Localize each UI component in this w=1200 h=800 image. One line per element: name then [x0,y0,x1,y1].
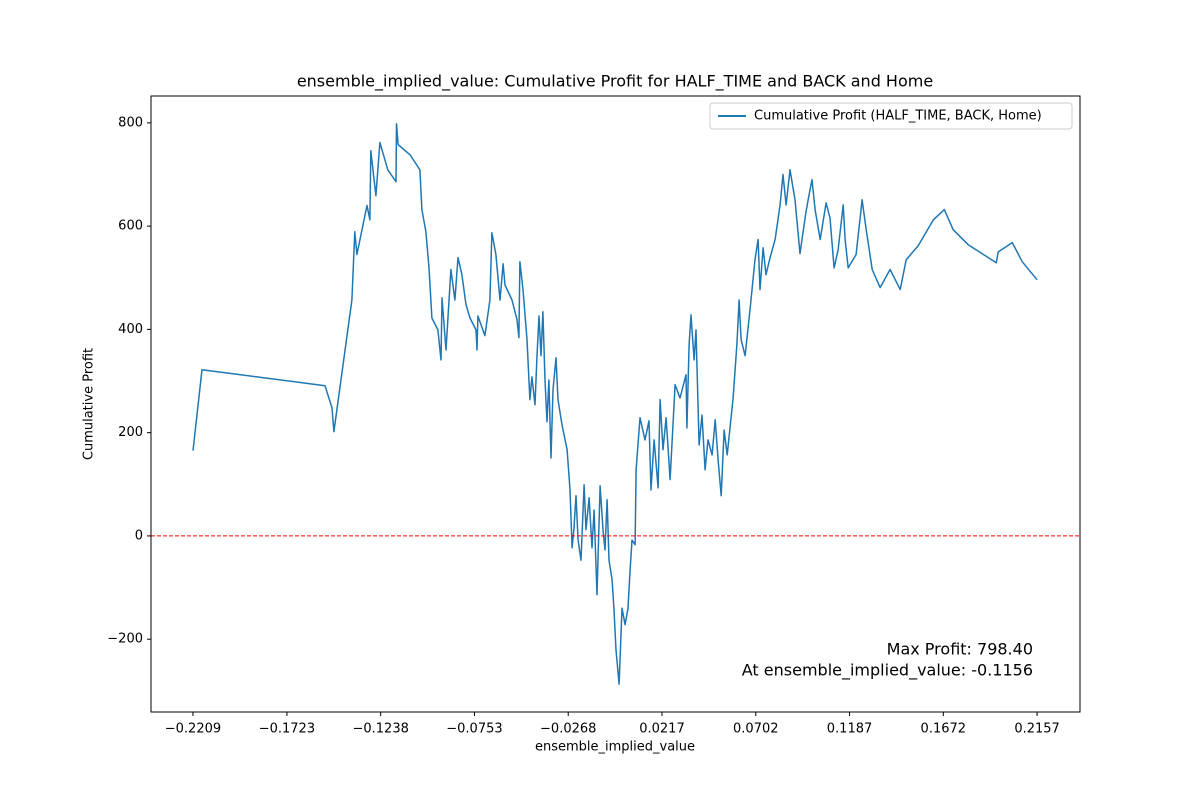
x-tick-label: −0.1723 [259,722,315,737]
y-tick-label: 800 [118,115,143,130]
x-tick-label: 0.1187 [827,722,873,737]
legend-label: Cumulative Profit (HALF_TIME, BACK, Home… [754,109,1042,124]
x-tick-label: −0.1238 [352,722,408,737]
y-tick-label: 600 [118,219,143,234]
x-tick-label: −0.2209 [165,722,221,737]
x-tick-label: −0.0268 [540,722,596,737]
x-tick-label: 0.1672 [921,722,967,737]
annotation: At ensemble_implied_value: -0.1156 [742,661,1033,681]
data-line [192,122,1038,685]
y-tick-label: 200 [118,425,143,440]
y-axis-label: Cumulative Profit [82,348,97,460]
x-tick-label: 0.0217 [639,722,685,737]
legend-box [709,102,1073,130]
y-tick-label: 400 [118,322,143,337]
chart-title: ensemble_implied_value: Cumulative Profi… [297,72,933,92]
x-tick-label: 0.2157 [1014,722,1060,737]
y-tick-label: 0 [135,528,143,543]
x-tick-label: 0.0702 [733,722,779,737]
plot-frame [150,95,1081,713]
y-tick-label: −200 [107,632,143,647]
annotation: Max Profit: 798.40 [887,640,1033,659]
x-tick-label: −0.0753 [446,722,502,737]
x-axis-label: ensemble_implied_value [535,740,695,755]
